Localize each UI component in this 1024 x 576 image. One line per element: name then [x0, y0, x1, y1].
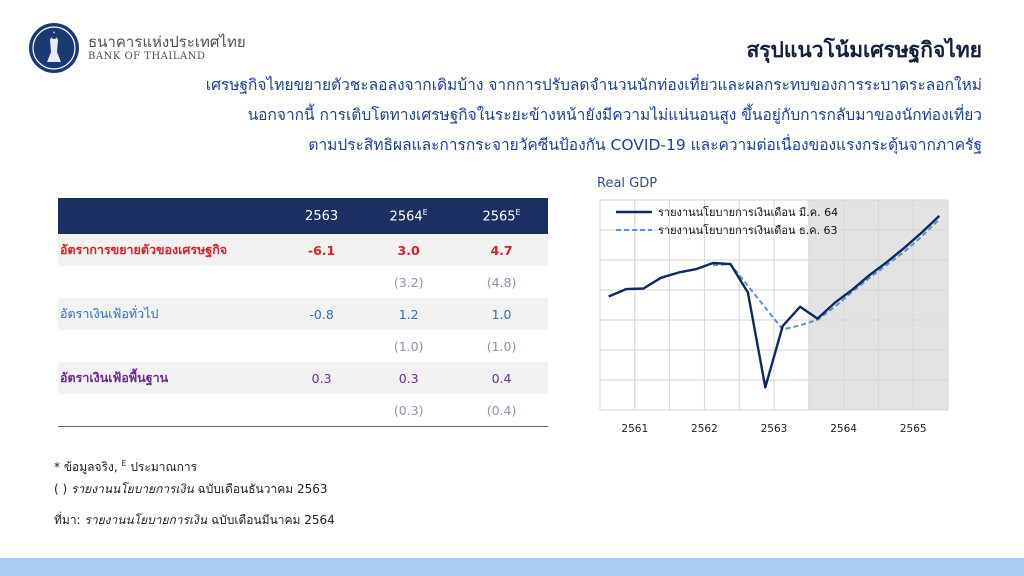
series-line-mar64 [608, 215, 941, 389]
table-header-row: 2563 2564E 2565E [58, 198, 548, 234]
bank-name-english: BANK OF THAILAND [88, 51, 206, 62]
header-label-cell [58, 198, 281, 234]
row-label: อัตราเงินเฟ้อพื้นฐาน [58, 362, 281, 394]
cell-value: 0.3 [362, 362, 456, 394]
legend-label: รายงานนโยบายการเงินเดือน ธ.ค. 63 [658, 223, 838, 237]
cell-previous: (0.4) [455, 394, 548, 427]
cell-previous: (0.3) [362, 394, 456, 427]
cell-previous: (4.8) [455, 266, 548, 298]
table-notes: * ข้อมูลจริง, E ประมาณการ ( ) รายงานนโยบ… [54, 458, 328, 502]
bank-name-thai: ธนาคารแห่งประเทศไทย [88, 33, 246, 51]
series-line-dec63 [713, 218, 940, 331]
chart-title: Real GDP [597, 176, 658, 191]
table-row-headline-inflation: อัตราเงินเฟ้อทั่วไป -0.8 1.2 1.0 [58, 298, 548, 330]
cell-value: -6.1 [281, 234, 363, 266]
header-year: 2565E [455, 198, 548, 234]
x-tick-label: 2561 [621, 423, 648, 435]
table-row-gdp-growth: อัตราการขยายตัวของเศรษฐกิจ -6.1 3.0 4.7 [58, 234, 548, 266]
table-row-previous-forecast: (3.2) (4.8) [58, 266, 548, 298]
bank-of-thailand-logo [29, 23, 79, 73]
x-tick-label: 2563 [761, 423, 788, 435]
note-previous-forecast: ( ) รายงานนโยบายการเงิน ฉบับเดือนธันวาคม… [54, 482, 328, 496]
cell-value: 0.4 [455, 362, 548, 394]
row-label [58, 330, 281, 362]
cell-previous [281, 330, 363, 362]
x-tick-label: 2565 [900, 423, 927, 435]
table-row-previous-forecast: (1.0) (1.0) [58, 330, 548, 362]
legend-label: รายงานนโยบายการเงินเดือน มี.ค. 64 [658, 205, 838, 219]
header-year: 2563 [281, 198, 363, 234]
table-row-previous-forecast: (0.3) (0.4) [58, 394, 548, 427]
x-tick-label: 2562 [691, 423, 718, 435]
cell-value: 3.0 [362, 234, 456, 266]
cell-value: 0.3 [281, 362, 363, 394]
header-year: 2564E [362, 198, 456, 234]
cell-previous: (3.2) [362, 266, 456, 298]
economic-forecast-table: 2563 2564E 2565E อัตราการขยายตัวของเศรษฐ… [58, 198, 548, 427]
summary-line: นอกจากนี้ การเติบโตทางเศรษฐกิจในระยะข้าง… [247, 106, 982, 124]
note-actual-estimate: * ข้อมูลจริง, E ประมาณการ [54, 459, 198, 474]
cell-value: 1.0 [455, 298, 548, 330]
source-note: ที่มา: รายงานนโยบายการเงิน ฉบับเดือนมีนา… [54, 513, 335, 527]
x-tick-label: 2564 [830, 423, 857, 435]
footer-bar [0, 558, 1024, 576]
cell-value: 4.7 [455, 234, 548, 266]
summary-text: เศรษฐกิจไทยขยายตัวชะลอลงจากเดิมบ้าง จากก… [122, 70, 982, 160]
cell-previous: (1.0) [455, 330, 548, 362]
cell-previous: (1.0) [362, 330, 456, 362]
real-gdp-chart: 2561 2562 2563 2564 2565 รายงานนโยบายการเงิน… [599, 199, 949, 435]
cell-previous [281, 266, 363, 298]
cell-previous [281, 394, 363, 427]
row-label [58, 394, 281, 427]
table-row-core-inflation: อัตราเงินเฟ้อพื้นฐาน 0.3 0.3 0.4 [58, 362, 548, 394]
cell-value: 1.2 [362, 298, 456, 330]
row-label: อัตราการขยายตัวของเศรษฐกิจ [58, 234, 281, 266]
row-label: อัตราเงินเฟ้อทั่วไป [58, 298, 281, 330]
page-title: สรุปแนวโน้มเศรษฐกิจไทย [746, 38, 982, 62]
summary-line: ตามประสิทธิผลและการกระจายวัคซีนป้องกัน C… [308, 136, 982, 154]
summary-line: เศรษฐกิจไทยขยายตัวชะลอลงจากเดิมบ้าง จากก… [205, 76, 982, 94]
cell-value: -0.8 [281, 298, 363, 330]
row-label [58, 266, 281, 298]
